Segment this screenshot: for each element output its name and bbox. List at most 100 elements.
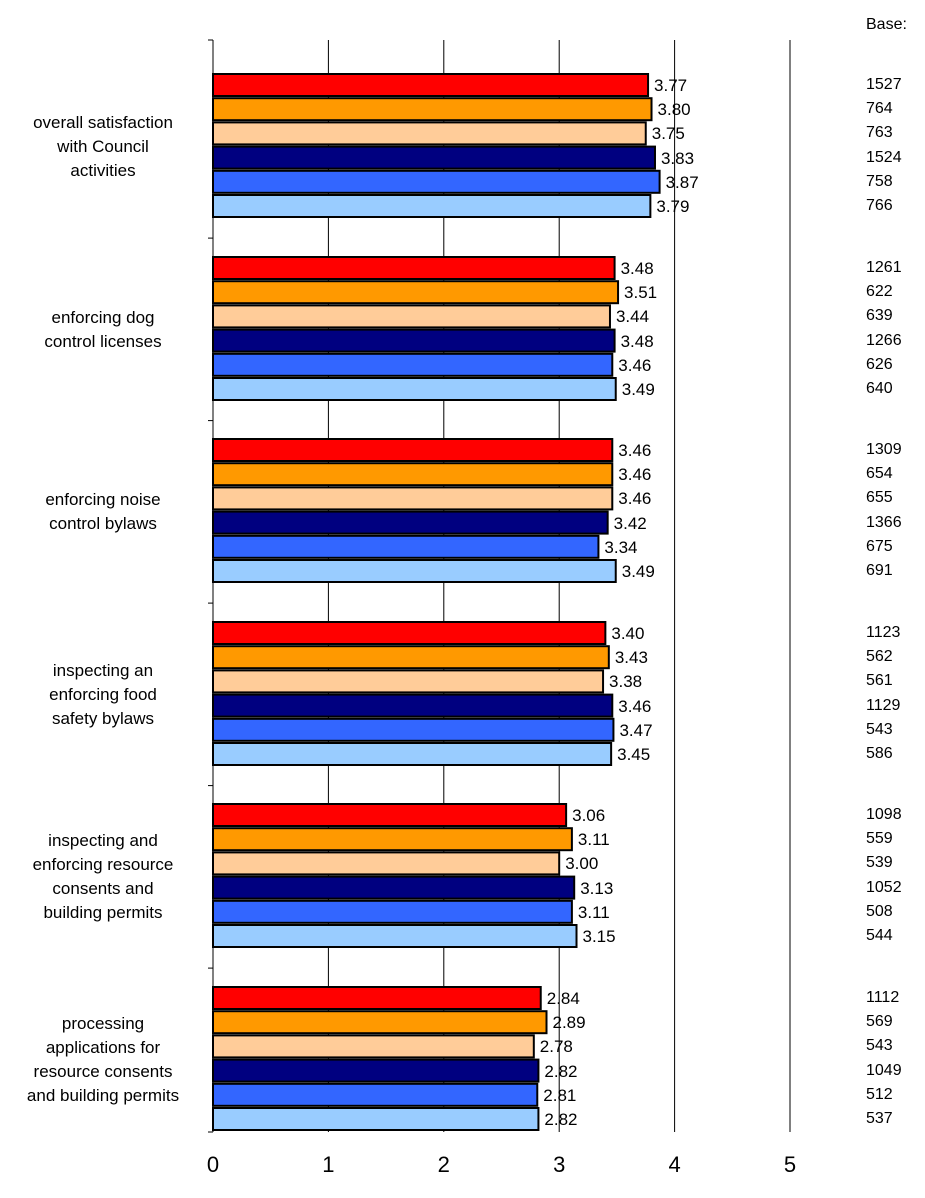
bar-value-label: 3.40 [611, 624, 645, 643]
bar-value-label: 3.06 [572, 806, 606, 825]
bar-value-label: 2.84 [546, 989, 580, 1008]
bar [212, 875, 576, 900]
bar-value-label: 3.42 [613, 513, 647, 533]
bar-value-label: 3.00 [565, 854, 599, 874]
bar [212, 851, 561, 876]
bar-value-label: 3.49 [621, 562, 655, 581]
base-value: 622 [866, 283, 893, 301]
bar [212, 1058, 540, 1083]
bar [212, 742, 613, 766]
bar-value-label: 3.11 [577, 902, 610, 922]
bar [212, 1010, 548, 1035]
base-value: 764 [866, 100, 893, 118]
bar [212, 1107, 540, 1131]
category-label: inspecting and enforcing resource consen… [32, 830, 174, 922]
bar [212, 377, 617, 401]
bar [212, 462, 614, 487]
bar-value-label: 3.48 [620, 259, 654, 278]
base-value: 559 [866, 830, 893, 848]
x-tick-label: 3 [553, 1152, 566, 1177]
bar [212, 899, 573, 924]
bar-value-label: 3.11 [577, 830, 610, 850]
base-value: 1266 [866, 331, 902, 349]
bar-value-label: 3.43 [614, 648, 648, 668]
base-value: 1261 [866, 259, 902, 276]
bar [212, 693, 614, 718]
bar-value-label: 2.89 [552, 1013, 586, 1033]
bar-value-label: 2.78 [539, 1037, 573, 1057]
base-value: 1366 [866, 513, 902, 531]
bar [212, 328, 616, 353]
bar-value-label: 3.48 [620, 331, 654, 351]
bar [212, 145, 656, 170]
base-value: 543 [866, 1037, 893, 1055]
category-label: enforcing dog control licenses [44, 307, 162, 351]
bar-value-label: 2.82 [544, 1110, 578, 1129]
x-tick-label: 1 [322, 1152, 335, 1177]
base-value: 655 [866, 489, 893, 507]
category-label: overall satisfaction with Council activi… [33, 112, 173, 180]
base-value: 543 [866, 720, 893, 738]
bar-value-label: 3.46 [618, 489, 652, 509]
base-value: 766 [866, 197, 893, 214]
bar-value-label: 3.51 [624, 283, 658, 303]
bar [212, 1034, 535, 1059]
bar [212, 717, 615, 742]
bar-value-label: 3.49 [621, 380, 655, 399]
bar-value-label: 3.34 [604, 537, 638, 557]
bar-value-label: 2.81 [543, 1085, 577, 1105]
bar [212, 194, 652, 218]
base-value: 1049 [866, 1061, 902, 1079]
base-value: 512 [866, 1085, 893, 1103]
bar-value-label: 3.83 [660, 148, 695, 168]
base-value: 1112 [866, 989, 900, 1006]
bar [212, 669, 605, 694]
bar-value-label: 3.38 [609, 672, 643, 692]
bar-value-label: 3.79 [656, 197, 690, 216]
base-value: 626 [866, 355, 893, 373]
bar [212, 986, 542, 1010]
bar-value-label: 3.47 [619, 720, 653, 740]
bar [212, 304, 611, 329]
bar-value-label: 3.13 [580, 878, 614, 898]
x-tick-label: 2 [437, 1152, 450, 1177]
bar [212, 97, 653, 122]
bar [212, 438, 614, 462]
bar [212, 621, 607, 645]
base-value: 1098 [866, 806, 902, 823]
bar-value-label: 3.87 [665, 172, 699, 192]
base-value: 562 [866, 648, 893, 666]
bar [212, 510, 609, 535]
bar [212, 559, 617, 583]
base-value: 569 [866, 1013, 893, 1031]
bar [212, 645, 610, 670]
bar [212, 1082, 539, 1107]
x-tick-label: 4 [668, 1152, 681, 1177]
bar-value-label: 3.46 [618, 441, 652, 460]
category-label: inspecting an enforcing food safety byla… [49, 660, 157, 728]
base-value: 1527 [866, 76, 902, 93]
bar [212, 352, 614, 377]
base-value: 640 [866, 380, 893, 397]
bar [212, 169, 661, 194]
base-value: 654 [866, 465, 893, 483]
base-value: 675 [866, 537, 893, 555]
bar [212, 924, 578, 948]
bar [212, 803, 568, 827]
bar-value-label: 3.46 [618, 355, 652, 375]
bar-value-label: 3.75 [651, 124, 685, 144]
base-value: 1309 [866, 441, 902, 458]
category-label: processing applications for resource con… [26, 1013, 180, 1105]
bar-value-label: 3.46 [618, 696, 652, 716]
bar-value-label: 3.45 [617, 745, 651, 764]
base-value: 691 [866, 562, 893, 579]
bar [212, 121, 647, 146]
x-tick-label: 5 [783, 1152, 797, 1177]
bar [212, 280, 620, 305]
base-value: 586 [866, 745, 893, 762]
bar [212, 827, 573, 852]
bar [212, 534, 600, 559]
bar [212, 256, 616, 280]
base-value: 537 [866, 1110, 893, 1127]
